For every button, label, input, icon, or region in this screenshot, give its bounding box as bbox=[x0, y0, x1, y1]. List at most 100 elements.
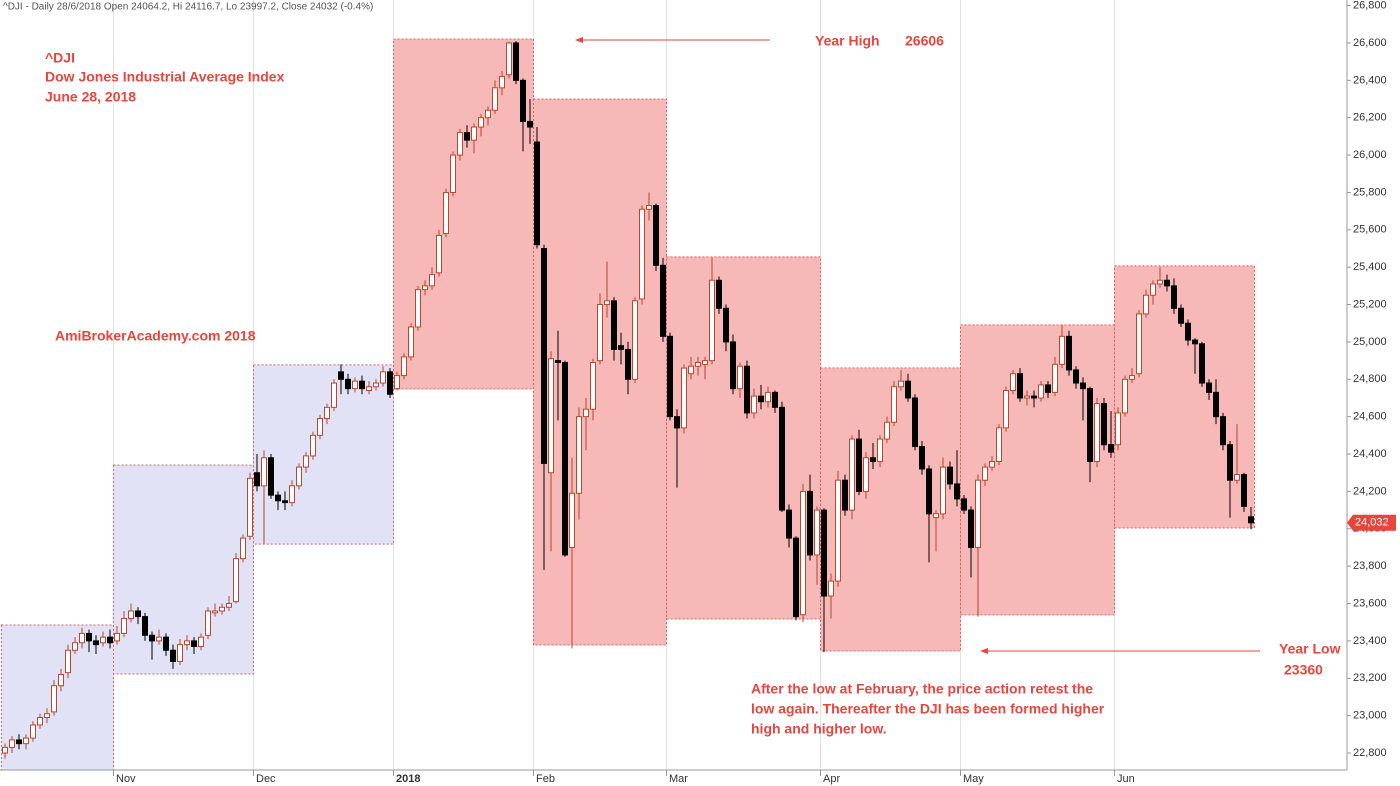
candle-body bbox=[331, 382, 337, 408]
candle-body bbox=[653, 205, 659, 266]
candle-body bbox=[1066, 335, 1072, 371]
candle-body bbox=[1143, 294, 1149, 315]
candle-body bbox=[702, 360, 708, 365]
candle-body bbox=[156, 636, 162, 642]
candle-body bbox=[184, 640, 190, 646]
last-price-tag bbox=[1347, 514, 1396, 531]
x-tick-label: 2018 bbox=[396, 773, 420, 785]
y-tick-label: 23,400 bbox=[1353, 635, 1387, 647]
candle-body bbox=[751, 395, 757, 414]
candle-body bbox=[765, 391, 771, 403]
candle-body bbox=[926, 468, 932, 515]
candle-body bbox=[611, 300, 617, 350]
candle-body bbox=[100, 636, 106, 644]
index-name: Dow Jones Industrial Average Index bbox=[45, 69, 285, 85]
candle-body bbox=[674, 416, 680, 429]
candle-body bbox=[366, 386, 372, 392]
candle-body bbox=[681, 367, 687, 429]
candle-body bbox=[247, 477, 253, 537]
candle-body bbox=[1220, 416, 1226, 446]
site-label: AmiBrokerAcademy.com 2018 bbox=[55, 328, 256, 344]
candle-body bbox=[58, 674, 64, 687]
ticker-label: ^DJI bbox=[45, 50, 75, 66]
candle-body bbox=[149, 634, 155, 642]
candle-body bbox=[905, 380, 911, 399]
candle-body bbox=[163, 636, 169, 651]
candle-body bbox=[65, 649, 71, 674]
candle-body bbox=[212, 610, 218, 614]
y-tick-label: 24,600 bbox=[1353, 411, 1387, 423]
candle-body bbox=[891, 386, 897, 423]
candle-body bbox=[1213, 391, 1219, 418]
candle-body bbox=[282, 500, 288, 504]
candle-body bbox=[471, 126, 477, 141]
candle-body bbox=[618, 345, 624, 350]
candle-body bbox=[814, 509, 820, 556]
candle-body bbox=[786, 509, 792, 539]
candle-body bbox=[51, 685, 57, 713]
candle-body bbox=[191, 640, 197, 647]
candle-body bbox=[646, 205, 652, 210]
candle-body bbox=[492, 87, 498, 111]
candle-body bbox=[989, 461, 995, 468]
candle-body bbox=[219, 606, 225, 612]
candle-body bbox=[226, 603, 232, 608]
candle-body bbox=[555, 360, 561, 363]
candle-body bbox=[499, 76, 505, 89]
candle-body bbox=[940, 466, 946, 515]
candle-body bbox=[744, 365, 750, 414]
candle-body bbox=[856, 438, 862, 492]
candle-body bbox=[835, 479, 841, 582]
month-range-box bbox=[533, 98, 667, 646]
candle-body bbox=[324, 406, 330, 420]
candle-body bbox=[415, 289, 421, 328]
candle-body bbox=[1157, 279, 1163, 285]
y-tick-label: 26,800 bbox=[1353, 0, 1387, 12]
candle-body bbox=[1073, 369, 1079, 384]
candle-body bbox=[828, 580, 834, 597]
candle-body bbox=[1038, 384, 1044, 399]
candle-body bbox=[1150, 283, 1156, 296]
candle-body bbox=[464, 132, 470, 141]
y-tick-label: 23,200 bbox=[1353, 672, 1387, 684]
candle-body bbox=[800, 490, 806, 616]
candle-body bbox=[1178, 307, 1184, 324]
y-tick-label: 25,400 bbox=[1353, 261, 1387, 273]
year-low-value: 23360 bbox=[1284, 662, 1323, 678]
candle-body bbox=[1024, 395, 1030, 399]
candle-body bbox=[352, 380, 358, 390]
year-high-arrowhead bbox=[575, 37, 583, 43]
candle-body bbox=[1045, 384, 1051, 393]
candle-body bbox=[436, 234, 442, 274]
candle-body bbox=[114, 632, 120, 642]
date-label: June 28, 2018 bbox=[45, 89, 136, 105]
candle-body bbox=[233, 558, 239, 603]
candle-body bbox=[660, 264, 666, 337]
candle-body bbox=[821, 509, 827, 597]
month-range-box bbox=[253, 364, 394, 545]
candle-body bbox=[1129, 375, 1135, 380]
y-tick-label: 26,600 bbox=[1353, 37, 1387, 49]
x-tick-label: Dec bbox=[256, 773, 276, 785]
y-tick-label: 24,800 bbox=[1353, 373, 1387, 385]
candle-body bbox=[1234, 474, 1240, 481]
y-tick-label: 23,000 bbox=[1353, 710, 1387, 722]
candle-body bbox=[478, 117, 484, 128]
candle-body bbox=[1227, 444, 1233, 481]
candle-body bbox=[317, 418, 323, 436]
candle-body bbox=[730, 341, 736, 390]
candle-body bbox=[387, 371, 393, 395]
month-range-box bbox=[393, 38, 534, 390]
candle-body bbox=[408, 326, 414, 358]
candle-body bbox=[359, 380, 365, 390]
candle-body bbox=[79, 632, 85, 644]
candle-body bbox=[527, 120, 533, 128]
candle-body bbox=[562, 361, 568, 556]
candle-body bbox=[793, 537, 799, 618]
candle-body bbox=[205, 610, 211, 636]
candle-body bbox=[709, 279, 715, 362]
y-tick-label: 22,800 bbox=[1353, 747, 1387, 759]
candle-body bbox=[37, 716, 43, 726]
candle-body bbox=[919, 446, 925, 470]
candle-body bbox=[520, 79, 526, 122]
